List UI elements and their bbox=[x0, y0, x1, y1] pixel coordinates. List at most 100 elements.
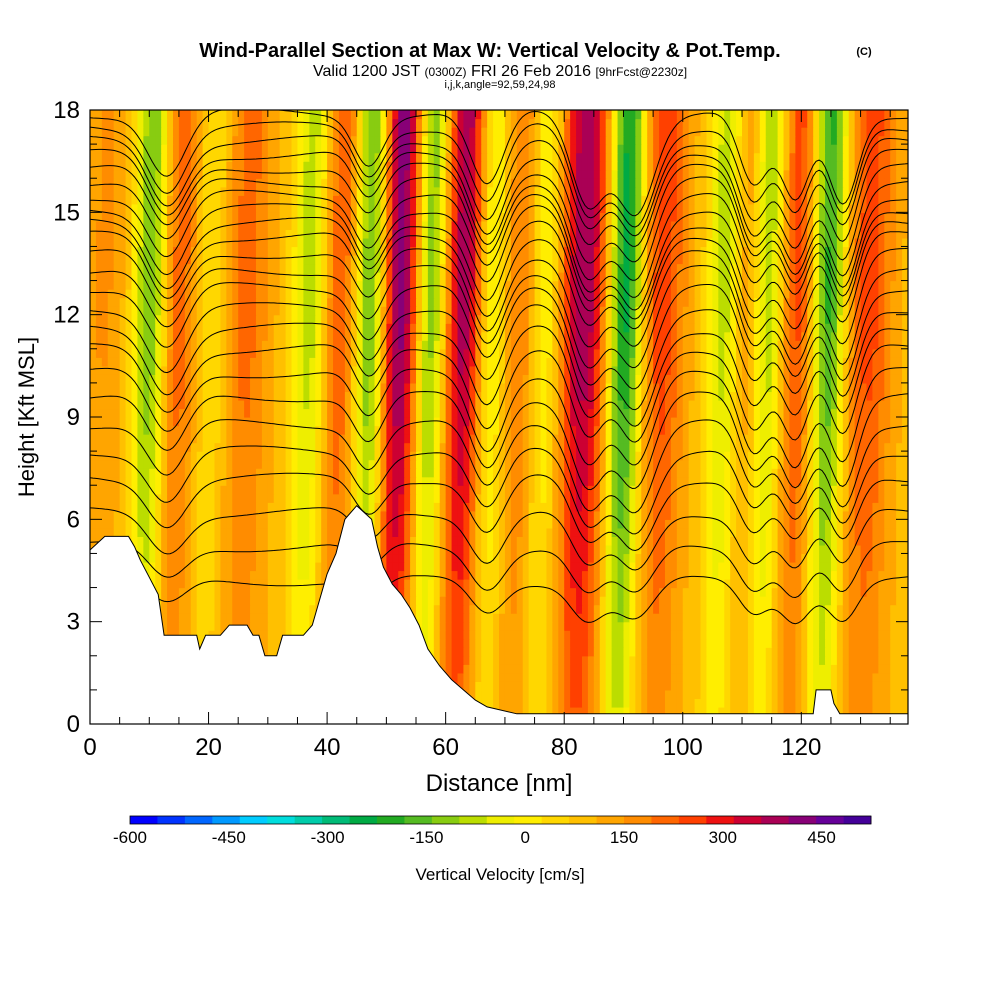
w-cell bbox=[143, 442, 150, 452]
w-cell bbox=[149, 468, 156, 478]
w-cell bbox=[866, 638, 874, 648]
w-cell bbox=[95, 442, 103, 452]
w-cell bbox=[291, 621, 299, 631]
w-cell bbox=[587, 536, 595, 546]
w-cell bbox=[261, 553, 269, 563]
w-cell bbox=[510, 476, 518, 486]
w-cell bbox=[178, 459, 186, 469]
w-cell bbox=[765, 613, 773, 623]
w-cell bbox=[641, 638, 648, 648]
w-cell bbox=[872, 698, 879, 708]
w-cell bbox=[878, 698, 885, 708]
w-cell bbox=[801, 510, 808, 520]
w-cell bbox=[807, 698, 814, 708]
w-cell bbox=[753, 706, 761, 717]
w-cell bbox=[184, 630, 192, 640]
w-cell bbox=[724, 561, 731, 572]
w-cell bbox=[226, 468, 233, 478]
w-cell bbox=[664, 536, 672, 546]
w-cell bbox=[232, 468, 239, 478]
w-cell bbox=[718, 570, 725, 580]
w-cell bbox=[730, 604, 737, 614]
w-cell bbox=[765, 442, 773, 452]
w-cell bbox=[587, 527, 595, 537]
w-cell bbox=[759, 434, 767, 444]
w-cell bbox=[546, 630, 553, 640]
w-cell bbox=[593, 587, 601, 597]
w-cell bbox=[599, 527, 607, 537]
w-cell bbox=[208, 425, 216, 435]
w-cell bbox=[279, 570, 287, 580]
w-cell bbox=[570, 630, 577, 640]
w-cell bbox=[433, 459, 441, 469]
w-cell bbox=[564, 417, 571, 427]
w-cell bbox=[830, 596, 838, 606]
w-cell bbox=[866, 681, 874, 691]
w-cell bbox=[416, 442, 423, 452]
w-cell bbox=[499, 664, 506, 674]
w-cell bbox=[327, 434, 334, 444]
w-cell bbox=[481, 476, 488, 486]
w-cell bbox=[753, 681, 761, 691]
w-cell bbox=[801, 468, 808, 478]
w-cell bbox=[830, 519, 838, 529]
w-cell bbox=[279, 604, 287, 614]
w-cell bbox=[694, 510, 702, 520]
w-cell bbox=[421, 451, 429, 461]
w-cell bbox=[896, 681, 903, 691]
w-cell bbox=[629, 434, 636, 444]
w-cell bbox=[255, 476, 263, 486]
w-cell bbox=[641, 604, 648, 614]
w-cell bbox=[902, 434, 908, 444]
w-cell bbox=[659, 519, 666, 529]
w-cell bbox=[190, 630, 198, 640]
w-cell bbox=[457, 536, 465, 546]
w-cell bbox=[309, 596, 316, 606]
w-cell bbox=[540, 664, 548, 674]
w-cell bbox=[890, 638, 897, 648]
w-cell bbox=[789, 434, 796, 444]
w-cell bbox=[664, 485, 672, 495]
w-cell bbox=[653, 647, 660, 657]
w-cell bbox=[244, 476, 251, 486]
w-cell bbox=[493, 425, 500, 435]
w-cell bbox=[113, 527, 121, 537]
w-cell bbox=[753, 698, 761, 708]
w-cell bbox=[558, 689, 565, 700]
w-cell bbox=[421, 468, 429, 478]
w-cell bbox=[552, 681, 559, 691]
w-cell bbox=[694, 587, 702, 597]
w-cell bbox=[641, 468, 648, 478]
w-cell bbox=[759, 604, 767, 614]
w-cell bbox=[540, 655, 548, 665]
w-cell bbox=[309, 502, 316, 512]
w-cell bbox=[534, 621, 542, 631]
w-cell bbox=[475, 630, 482, 640]
w-cell bbox=[819, 570, 826, 580]
w-cell bbox=[155, 485, 162, 495]
w-cell bbox=[682, 442, 690, 452]
w-cell bbox=[896, 519, 903, 529]
w-cell bbox=[196, 587, 204, 597]
w-cell bbox=[469, 493, 476, 503]
w-cell bbox=[700, 689, 708, 700]
w-cell bbox=[581, 485, 589, 495]
w-cell bbox=[279, 561, 287, 572]
w-cell bbox=[244, 434, 251, 444]
w-cell bbox=[362, 425, 370, 435]
w-cell bbox=[795, 647, 802, 657]
w-cell bbox=[854, 689, 862, 700]
w-cell bbox=[463, 536, 470, 546]
w-cell bbox=[546, 468, 553, 478]
w-cell bbox=[493, 442, 500, 452]
w-cell bbox=[499, 425, 506, 435]
w-cell bbox=[902, 706, 908, 717]
w-cell bbox=[896, 579, 903, 589]
w-cell bbox=[902, 664, 908, 674]
w-cell bbox=[178, 493, 186, 503]
w-cell bbox=[694, 672, 702, 682]
w-cell bbox=[688, 459, 696, 469]
w-cell bbox=[410, 459, 417, 469]
w-cell bbox=[890, 630, 897, 640]
w-cell bbox=[451, 468, 459, 478]
